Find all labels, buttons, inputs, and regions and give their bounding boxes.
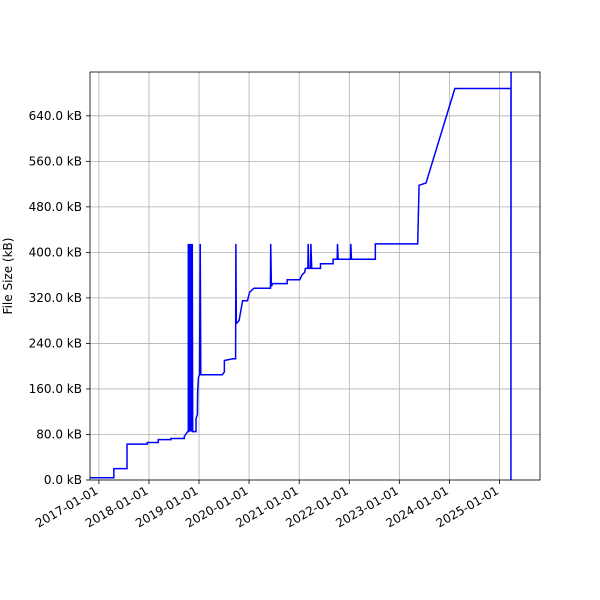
y-tick-label: 640.0 kB <box>29 109 82 123</box>
x-gridlines <box>98 72 500 480</box>
y-tick-label: 560.0 kB <box>29 154 82 168</box>
y-tick-label: 320.0 kB <box>29 291 82 305</box>
y-axis-ticks: 0.0 kB 80.0 kB 160.0 kB 240.0 kB 320.0 kB 400… <box>29 109 90 487</box>
x-axis-ticks: 2017-01-012018-01-012019-01-012020-01-01… <box>33 480 501 530</box>
y-tick-label: 480.0 kB <box>29 200 82 214</box>
y-tick-label: 0.0 kB <box>44 473 82 487</box>
series-layer <box>90 72 512 480</box>
series-line <box>90 72 512 480</box>
y-tick-label: 240.0 kB <box>29 336 82 350</box>
plot-frame <box>89 71 541 481</box>
y-tick-label: 160.0 kB <box>29 382 82 396</box>
y-gridlines <box>90 115 540 481</box>
y-axis-label: File Size (kB) <box>1 238 15 315</box>
y-tick-label: 80.0 kB <box>36 427 82 441</box>
y-tick-label: 400.0 kB <box>29 245 82 259</box>
